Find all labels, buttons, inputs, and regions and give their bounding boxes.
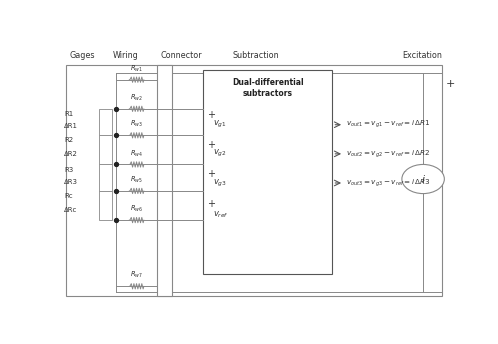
Text: ΔR3: ΔR3 [64,179,78,185]
Text: +: + [207,199,215,209]
Text: $v_{g1}$: $v_{g1}$ [213,119,227,130]
Text: $R_{w4}$: $R_{w4}$ [130,148,143,159]
Text: $v_{g3}$: $v_{g3}$ [213,178,227,189]
Text: $R_{w1}$: $R_{w1}$ [130,64,143,74]
Text: Gages: Gages [70,51,96,60]
Text: $v_{out2} = v_{g2} - v_{ref} = i\,\Delta R2$: $v_{out2} = v_{g2} - v_{ref} = i\,\Delta… [346,148,430,160]
Text: $R_{w3}$: $R_{w3}$ [130,119,143,129]
Bar [157,65,172,295]
Text: +: + [445,79,455,89]
Text: $v_{out1} = v_{g1} - v_{ref} = i\,\Delta R1$: $v_{out1} = v_{g1} - v_{ref} = i\,\Delta… [346,119,430,130]
Bar [99,109,113,135]
Text: Connector: Connector [161,51,202,60]
Circle shape [402,164,444,194]
Text: Wiring: Wiring [113,51,138,60]
Text: $v_{out3} = v_{g3} - v_{ref} = i\,\Delta R3$: $v_{out3} = v_{g3} - v_{ref} = i\,\Delta… [346,177,430,189]
Text: $i$: $i$ [421,173,426,185]
Text: R3: R3 [64,166,73,173]
Text: $R_{w5}$: $R_{w5}$ [130,175,143,185]
Bar [99,191,113,220]
Text: +: + [207,140,215,150]
Bar [99,135,113,164]
Text: Excitation: Excitation [402,51,442,60]
Text: ΔR1: ΔR1 [64,123,78,129]
Bar [203,71,333,275]
Text: R1: R1 [64,111,73,117]
Text: Subtraction: Subtraction [232,51,279,60]
Text: +: + [207,169,215,179]
Bar [99,164,113,191]
Text: $v_{ref}$: $v_{ref}$ [213,209,229,220]
Text: $R_{w2}$: $R_{w2}$ [130,93,143,103]
Bar [66,65,442,295]
Text: ΔRc: ΔRc [64,207,78,213]
Text: $v_{g2}$: $v_{g2}$ [213,148,227,159]
Text: ΔR2: ΔR2 [64,151,78,157]
Text: $R_{w6}$: $R_{w6}$ [130,204,143,214]
Text: $R_{w7}$: $R_{w7}$ [130,270,143,280]
Text: Dual-differential
subtractors: Dual-differential subtractors [232,78,304,98]
Text: R2: R2 [64,138,73,143]
Text: +: + [207,110,215,120]
Text: Rc: Rc [64,193,73,199]
